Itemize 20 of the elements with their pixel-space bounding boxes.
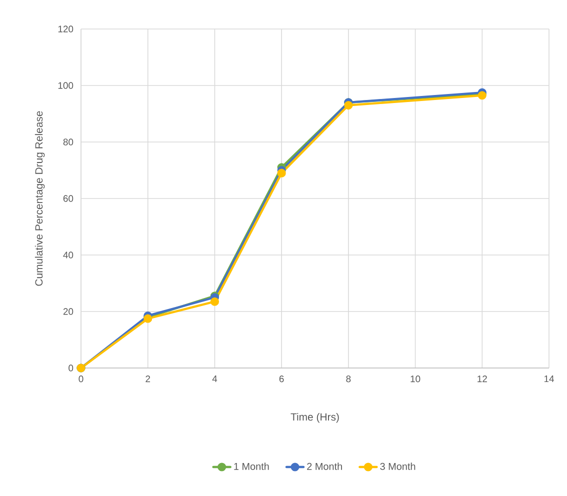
y-tick-label: 100 [58, 82, 74, 89]
legend-label: 3 Month [380, 462, 416, 470]
x-tick-label: 2 [146, 376, 150, 382]
y-axis-title: Cumulative Percentage Drug Release [34, 111, 45, 286]
legend-label: 2 Month [307, 462, 342, 470]
x-tick-label: 0 [78, 376, 84, 382]
y-tick-label: 20 [63, 308, 74, 315]
y-tick-label: 0 [68, 364, 74, 372]
x-tick-label: 10 [410, 376, 420, 382]
x-tick-label: 4 [212, 376, 218, 382]
y-tick-label: 60 [63, 195, 74, 202]
legend-label: 1 Month [234, 462, 269, 470]
x-axis-title: Time (Hrs) [290, 412, 339, 423]
x-tick-label: 8 [346, 376, 351, 382]
y-tick-label: 120 [58, 26, 74, 32]
y-tick-label: 40 [63, 252, 74, 258]
x-tick-label: 6 [279, 376, 284, 382]
x-tick-label: 12 [478, 376, 487, 382]
x-tick-label: 14 [544, 376, 554, 382]
y-tick-label: 80 [63, 138, 74, 146]
